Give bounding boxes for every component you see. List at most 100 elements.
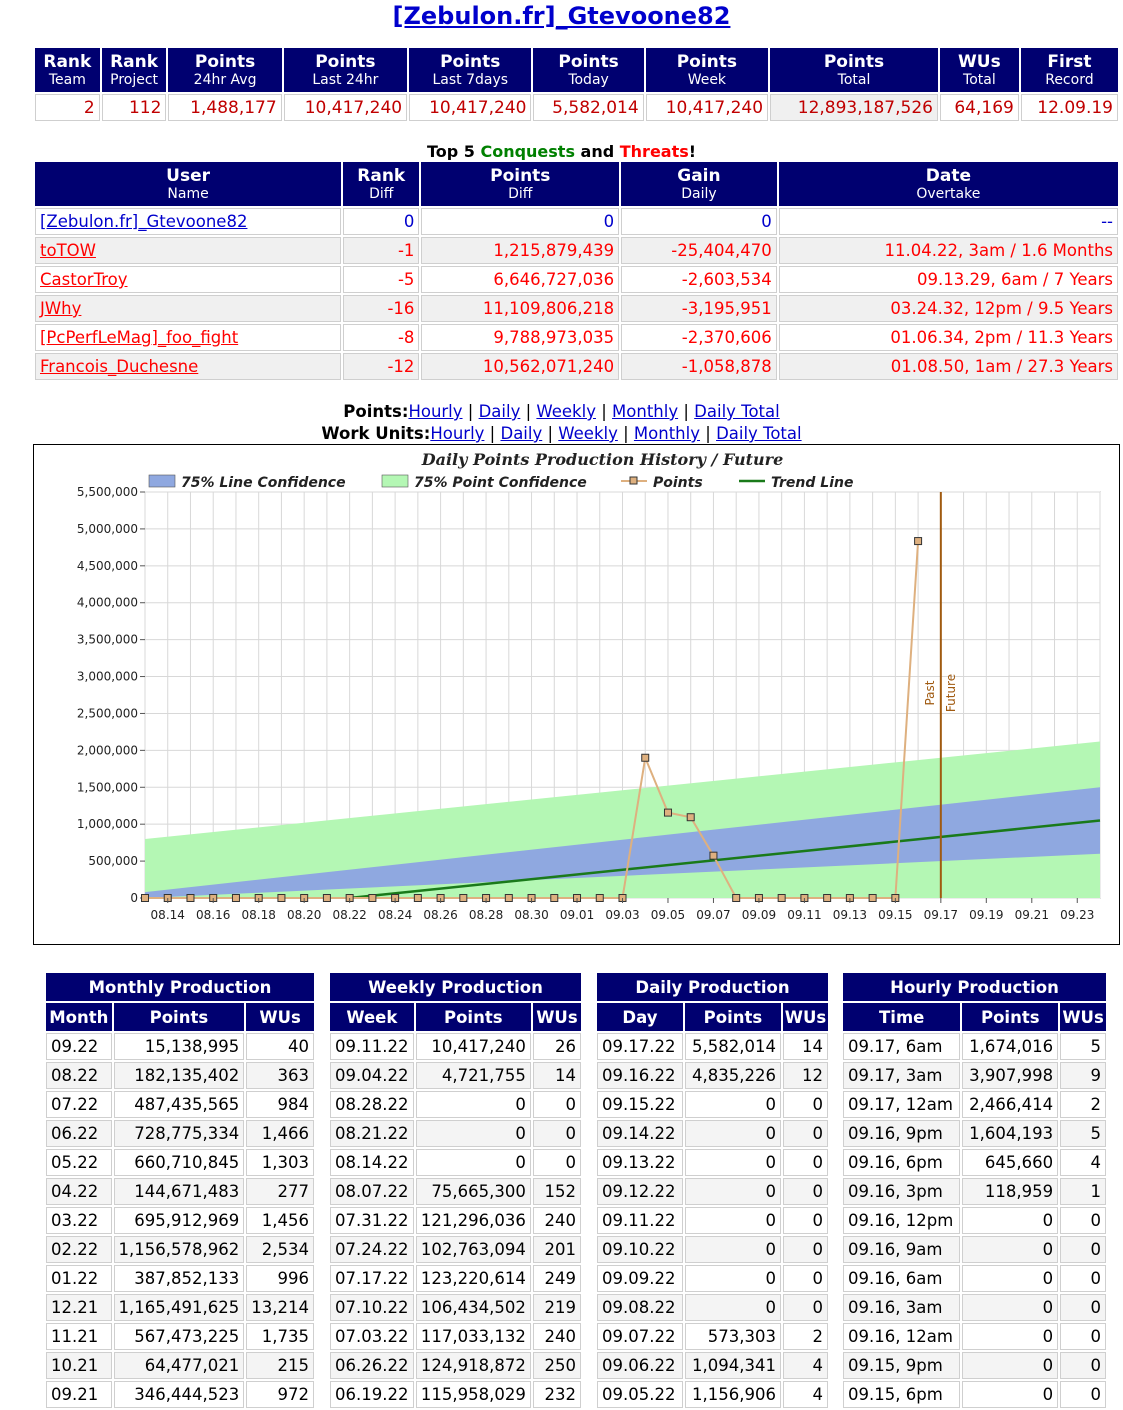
conquests-header-main: User bbox=[166, 165, 210, 186]
x-tick-label: 09.21 bbox=[1015, 908, 1049, 922]
conquests-header-sub: Diff bbox=[508, 185, 533, 202]
table-row: 09.16, 6pm 645,660 4 bbox=[843, 1149, 1106, 1176]
conquest-rank-cell: -5 bbox=[343, 266, 420, 293]
table-row: 09.13.22 0 0 bbox=[597, 1149, 828, 1176]
wu-link-daily-total[interactable]: Daily Total bbox=[716, 424, 802, 443]
daily-cell: 09.13.22 bbox=[597, 1149, 683, 1176]
conquest-user-link[interactable]: [Zebulon.fr]_Gtevoone82 bbox=[40, 212, 248, 231]
conquest-row: toTOW -1 1,215,879,439 -25,404,470 11.04.22,… bbox=[35, 237, 1118, 264]
hourly-header-0: Time bbox=[843, 1003, 961, 1031]
x-tick-label: 09.17 bbox=[924, 908, 958, 922]
legend-label: Trend Line bbox=[771, 475, 853, 491]
table-row: 09.16, 12pm 0 0 bbox=[843, 1207, 1106, 1234]
wu-link-weekly[interactable]: Weekly bbox=[558, 424, 618, 443]
hourly-cell: 0 bbox=[962, 1236, 1059, 1263]
y-tick-label: 4,000,000 bbox=[77, 596, 138, 610]
points-link-hourly[interactable]: Hourly bbox=[408, 402, 463, 421]
table-row: 07.03.22 117,033,132 240 bbox=[330, 1323, 581, 1350]
conquests-header-4: Date Overtake bbox=[778, 162, 1118, 206]
chart-title: Daily Points Production History / Future bbox=[421, 450, 784, 469]
monthly-cell: 06.22 bbox=[46, 1120, 112, 1147]
stats-table: Rank Team Rank Project Points 24hr Avg Points L… bbox=[33, 46, 1120, 123]
monthly-cell: 02.22 bbox=[46, 1236, 112, 1263]
conquest-user-link[interactable]: Francois_Duchesne bbox=[40, 357, 199, 376]
wu-link-hourly[interactable]: Hourly bbox=[430, 424, 485, 443]
table-row: 03.22 695,912,969 1,456 bbox=[46, 1207, 314, 1234]
hourly-title: Hourly Production bbox=[843, 973, 1106, 1001]
hourly-cell: 0 bbox=[1060, 1323, 1106, 1350]
conquest-user-link[interactable]: JWhy bbox=[40, 299, 82, 318]
x-tick-label: 08.30 bbox=[514, 908, 548, 922]
points-link-monthly[interactable]: Monthly bbox=[612, 402, 679, 421]
stats-header-sub: Last 24hr bbox=[312, 71, 379, 88]
monthly-cell: 1,156,578,962 bbox=[113, 1236, 245, 1263]
monthly-cell: 695,912,969 bbox=[113, 1207, 245, 1234]
conquest-gain-cell: -2,603,534 bbox=[621, 266, 777, 293]
link-separator: | bbox=[520, 402, 537, 421]
daily-cell: 1,094,341 bbox=[684, 1352, 781, 1379]
stats-header-main: Points bbox=[676, 51, 738, 72]
table-row: 09.11.22 0 0 bbox=[597, 1207, 828, 1234]
points-link-daily[interactable]: Daily bbox=[478, 402, 521, 421]
conquests-header-main: Points bbox=[490, 165, 551, 186]
weekly-cell: 0 bbox=[532, 1120, 581, 1147]
monthly-cell: 09.22 bbox=[46, 1033, 112, 1060]
weekly-cell: 08.07.22 bbox=[330, 1178, 414, 1205]
stats-header-6: Points Week bbox=[645, 48, 769, 92]
conquests-title: Top 5 Conquests and Threats! bbox=[0, 142, 1123, 161]
conquest-date-cell: 01.08.50, 1am / 27.3 Years bbox=[778, 353, 1118, 380]
weekly-cell: 121,296,036 bbox=[415, 1207, 531, 1234]
conquest-points-cell: 6,646,727,036 bbox=[421, 266, 620, 293]
weekly-cell: 240 bbox=[532, 1207, 581, 1234]
table-row: 09.22 15,138,995 40 bbox=[46, 1033, 314, 1060]
monthly-header-1: Points bbox=[113, 1003, 245, 1031]
table-row: 09.16, 6am 0 0 bbox=[843, 1265, 1106, 1292]
table-row: 09.16, 9pm 1,604,193 5 bbox=[843, 1120, 1106, 1147]
stats-value-5: 5,582,014 bbox=[533, 94, 644, 121]
points-link-daily-total[interactable]: Daily Total bbox=[694, 402, 780, 421]
hourly-cell: 3,907,998 bbox=[962, 1062, 1059, 1089]
past-label: Past bbox=[923, 680, 937, 705]
table-row: 09.16, 9am 0 0 bbox=[843, 1236, 1106, 1263]
point-marker bbox=[914, 537, 923, 546]
wu-link-monthly[interactable]: Monthly bbox=[633, 424, 700, 443]
stats-value-8: 64,169 bbox=[939, 94, 1019, 121]
table-row: 05.22 660,710,845 1,303 bbox=[46, 1149, 314, 1176]
points-link-weekly[interactable]: Weekly bbox=[536, 402, 596, 421]
stats-value-9: 12.09.19 bbox=[1020, 94, 1118, 121]
hourly-cell: 2,466,414 bbox=[962, 1091, 1059, 1118]
y-tick-label: 1,500,000 bbox=[77, 780, 138, 794]
daily-cell: 12 bbox=[783, 1062, 828, 1089]
conquest-row: JWhy -16 11,109,806,218 -3,195,951 03.24.32,… bbox=[35, 295, 1118, 322]
monthly-cell: 363 bbox=[246, 1062, 314, 1089]
hourly-cell: 09.16, 9pm bbox=[843, 1120, 961, 1147]
weekly-cell: 07.03.22 bbox=[330, 1323, 414, 1350]
monthly-cell: 144,671,483 bbox=[113, 1178, 245, 1205]
hourly-title-row: Hourly Production bbox=[843, 973, 1106, 1001]
table-row: 07.31.22 121,296,036 240 bbox=[330, 1207, 581, 1234]
table-row: 09.09.22 0 0 bbox=[597, 1265, 828, 1292]
conquest-user-link[interactable]: CastorTroy bbox=[40, 270, 128, 289]
daily-title: Daily Production bbox=[597, 973, 828, 1001]
hourly-cell: 0 bbox=[962, 1352, 1059, 1379]
weekly-cell: 0 bbox=[415, 1120, 531, 1147]
conquests-title-pre: Top 5 bbox=[426, 142, 481, 161]
user-title-link[interactable]: [Zebulon.fr]_Gtevoone82 bbox=[392, 2, 731, 30]
weekly-header-row: Week Points WUs bbox=[330, 1003, 581, 1031]
x-tick-label: 09.09 bbox=[742, 908, 776, 922]
conquest-date-cell: 11.04.22, 3am / 1.6 Months bbox=[778, 237, 1118, 264]
daily-header-0: Day bbox=[597, 1003, 683, 1031]
conquest-user-link[interactable]: [PcPerfLeMag]_foo_fight bbox=[40, 328, 239, 347]
weekly-cell: 08.28.22 bbox=[330, 1091, 414, 1118]
conquests-header-main: Gain bbox=[677, 165, 721, 186]
conquest-date-cell: 09.13.29, 6am / 7 Years bbox=[778, 266, 1118, 293]
weekly-title: Weekly Production bbox=[330, 973, 581, 1001]
wu-link-daily[interactable]: Daily bbox=[500, 424, 543, 443]
table-row: 09.10.22 0 0 bbox=[597, 1236, 828, 1263]
weekly-cell: 08.14.22 bbox=[330, 1149, 414, 1176]
conquest-user-link[interactable]: toTOW bbox=[40, 241, 96, 260]
hourly-cell: 0 bbox=[962, 1207, 1059, 1234]
monthly-cell: 182,135,402 bbox=[113, 1062, 245, 1089]
stats-header-main: Rank bbox=[110, 51, 159, 72]
conquests-word: Conquests bbox=[480, 142, 575, 161]
